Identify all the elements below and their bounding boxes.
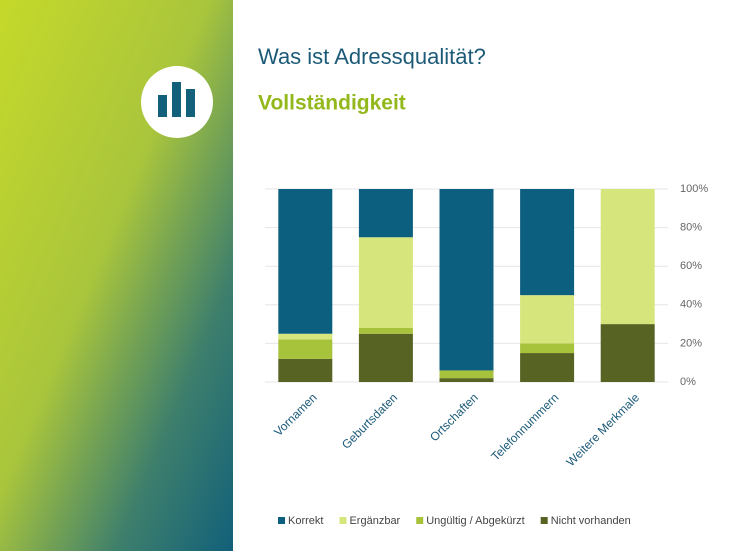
y-tick-label: 0% [680, 376, 696, 388]
y-tick-label: 20% [680, 337, 702, 349]
legend-swatch [416, 517, 424, 524]
y-tick-label: 100% [680, 183, 708, 195]
bar-segment [520, 189, 575, 296]
legend-label: Korrekt [288, 515, 323, 527]
y-tick-label: 80% [680, 222, 702, 234]
y-tick-label: 60% [680, 260, 702, 272]
legend-swatch [540, 517, 548, 524]
bar-segment [358, 333, 413, 382]
legend-swatch [278, 517, 285, 524]
legend-label: Ungültig / Abgekürzt [426, 515, 524, 527]
bar-segment [278, 333, 333, 340]
bar-segment [278, 358, 333, 382]
legend-label: Ergänzbar [349, 515, 400, 527]
bar-segment [520, 343, 575, 354]
bar-segment [439, 189, 494, 371]
bar-segment [439, 378, 494, 382]
legend-label: Nicht vorhanden [551, 515, 631, 527]
bar-segment [358, 327, 413, 334]
bar-segment [600, 324, 655, 382]
icon-bar [186, 89, 195, 117]
icon-bar [158, 95, 167, 117]
bar-segment [358, 237, 413, 328]
bar-segment [520, 353, 575, 382]
bar-segment [600, 189, 655, 325]
title: Was ist Adressqualität? [258, 44, 486, 69]
icon-bar [172, 82, 181, 117]
bar-segment [278, 339, 333, 359]
subtitle: Vollständigkeit [258, 92, 406, 115]
bar-segment [520, 295, 575, 344]
y-tick-label: 40% [680, 299, 702, 311]
bar-segment [358, 189, 413, 238]
bar-segment [278, 189, 333, 334]
bar-segment [439, 370, 494, 379]
legend-swatch [339, 517, 347, 524]
